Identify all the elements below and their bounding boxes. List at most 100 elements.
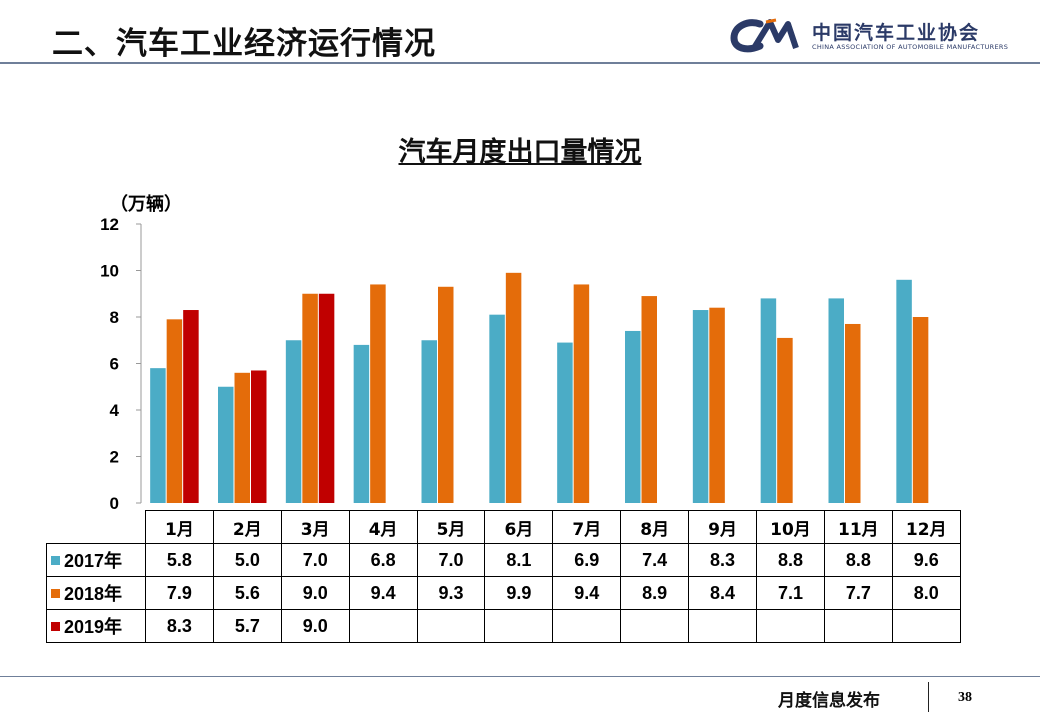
- bar-2017年-4月: [353, 344, 370, 503]
- logo-name-cn: 中国汽车工业协会: [812, 22, 981, 44]
- data-label: 8.3: [145, 609, 214, 643]
- legend-label: 2017年: [64, 551, 123, 571]
- data-label: 8.8: [756, 543, 825, 577]
- y-tick-label: 6: [110, 355, 119, 374]
- bar-2017年-6月: [489, 314, 505, 503]
- y-tick-label: 8: [110, 308, 119, 327]
- bar-2019年-3月: [318, 293, 335, 503]
- header-divider: [0, 62, 1040, 64]
- data-label: 7.7: [823, 576, 893, 610]
- data-label: 9.4: [348, 576, 418, 610]
- x-tick-label: 2月: [212, 510, 282, 544]
- legend-entry: 2019年: [46, 609, 146, 643]
- footer-separator: [928, 682, 929, 712]
- bar-2018年-12月: [912, 317, 929, 503]
- legend-entry: 2018年: [46, 576, 146, 610]
- data-label: 9.9: [484, 576, 554, 610]
- bar-2017年-10月: [760, 298, 777, 503]
- x-tick-label: 6月: [484, 510, 554, 544]
- page-number: 38: [958, 690, 972, 705]
- legend-swatch: [51, 621, 60, 631]
- data-label: 5.7: [212, 609, 282, 643]
- data-label: 8.8: [823, 543, 893, 577]
- legend-swatch: [51, 588, 60, 598]
- bar-2018年-8月: [641, 296, 657, 503]
- bar-2018年-3月: [302, 293, 318, 503]
- bar-2017年-7月: [557, 342, 573, 503]
- series-row: 2019年 8.3 5.7 9.0: [46, 609, 961, 643]
- bar-2017年-8月: [625, 330, 641, 503]
- x-tick-label: 10月: [756, 510, 825, 544]
- data-label: [620, 609, 690, 643]
- data-label: 7.4: [620, 543, 690, 577]
- bar-2017年-9月: [692, 310, 709, 503]
- logo: 中国汽车工业协会 CHINA ASSOCIATION OF AUTOMOBILE…: [730, 16, 1020, 56]
- bar-2017年-5月: [421, 340, 437, 503]
- data-label: 7.1: [756, 576, 825, 610]
- y-tick-label: 10: [100, 262, 119, 281]
- data-label: 7.0: [416, 543, 486, 577]
- bar-2018年-5月: [438, 286, 454, 503]
- bar-2017年-1月: [150, 368, 166, 503]
- legend-entry: 2017年: [46, 543, 146, 577]
- bar-2017年-3月: [285, 340, 302, 503]
- table-corner: [47, 511, 146, 544]
- data-label: [552, 609, 622, 643]
- x-tick-label: 7月: [552, 510, 622, 544]
- data-label: [891, 609, 961, 643]
- data-label: 6.9: [552, 543, 622, 577]
- data-label: [688, 609, 758, 643]
- page-title: 二、汽车工业经济运行情况: [52, 26, 436, 62]
- data-label: 5.8: [145, 543, 214, 577]
- y-axis-unit-label: （万辆）: [110, 194, 182, 215]
- x-tick-label: 4月: [348, 510, 418, 544]
- data-label: 6.8: [348, 543, 418, 577]
- bar-2018年-10月: [777, 337, 793, 503]
- data-label: [484, 609, 554, 643]
- data-label: 9.3: [416, 576, 486, 610]
- y-tick-label: 0: [110, 494, 119, 513]
- bar-2018年-9月: [709, 307, 725, 503]
- legend-swatch: [51, 555, 60, 565]
- data-label: 8.3: [688, 543, 758, 577]
- bar-2017年-11月: [828, 298, 844, 503]
- data-label: 5.0: [212, 543, 282, 577]
- data-label: 8.9: [620, 576, 690, 610]
- y-tick-label: 2: [110, 448, 119, 467]
- data-table: 1月 2月 3月 4月 5月 6月 7月 8月 9月 10月 11月 12月 2017年 5.8 5.0 7.…: [46, 510, 961, 643]
- y-tick-label: 4: [110, 401, 120, 420]
- bar-2018年-4月: [370, 284, 386, 503]
- category-row: 1月 2月 3月 4月 5月 6月 7月 8月 9月 10月 11月 12月: [47, 510, 961, 544]
- series-row: 2017年 5.8 5.0 7.0 6.8 7.0 8.1 6.9 7.4 8.3 8.8 8.8 9.…: [46, 543, 961, 577]
- data-label: [823, 609, 893, 643]
- bar-2018年-1月: [166, 319, 183, 503]
- data-label: 8.1: [484, 543, 554, 577]
- bar-2018年-7月: [573, 284, 590, 503]
- bar-2018年-11月: [845, 323, 861, 503]
- x-tick-label: 1月: [145, 510, 214, 544]
- data-label: [416, 609, 486, 643]
- legend-label: 2019年: [64, 617, 123, 637]
- x-tick-label: 8月: [620, 510, 690, 544]
- data-label: 9.4: [552, 576, 622, 610]
- chart-title: 汽车月度出口量情况: [398, 137, 642, 168]
- cam-logo-icon: [730, 18, 799, 53]
- data-label: 7.0: [280, 543, 350, 577]
- x-tick-label: 3月: [280, 510, 350, 544]
- bar-2019年-2月: [251, 370, 267, 503]
- data-label: [756, 609, 825, 643]
- bar-2019年-1月: [183, 310, 199, 503]
- y-tick-label: 12: [100, 215, 119, 234]
- logo-name-en: CHINA ASSOCIATION OF AUTOMOBILE MANUFACT…: [812, 43, 1009, 51]
- data-label: 9.0: [280, 609, 350, 643]
- data-label: [348, 609, 418, 643]
- data-label: 8.0: [891, 576, 961, 610]
- bar-2017年-12月: [896, 279, 912, 503]
- x-tick-label: 11月: [823, 510, 893, 544]
- x-tick-label: 9月: [688, 510, 758, 544]
- bar-2018年-6月: [505, 272, 522, 503]
- footer-label: 月度信息发布: [778, 691, 880, 711]
- data-label: 9.6: [891, 543, 961, 577]
- data-label: 9.0: [280, 576, 350, 610]
- data-label: 7.9: [145, 576, 214, 610]
